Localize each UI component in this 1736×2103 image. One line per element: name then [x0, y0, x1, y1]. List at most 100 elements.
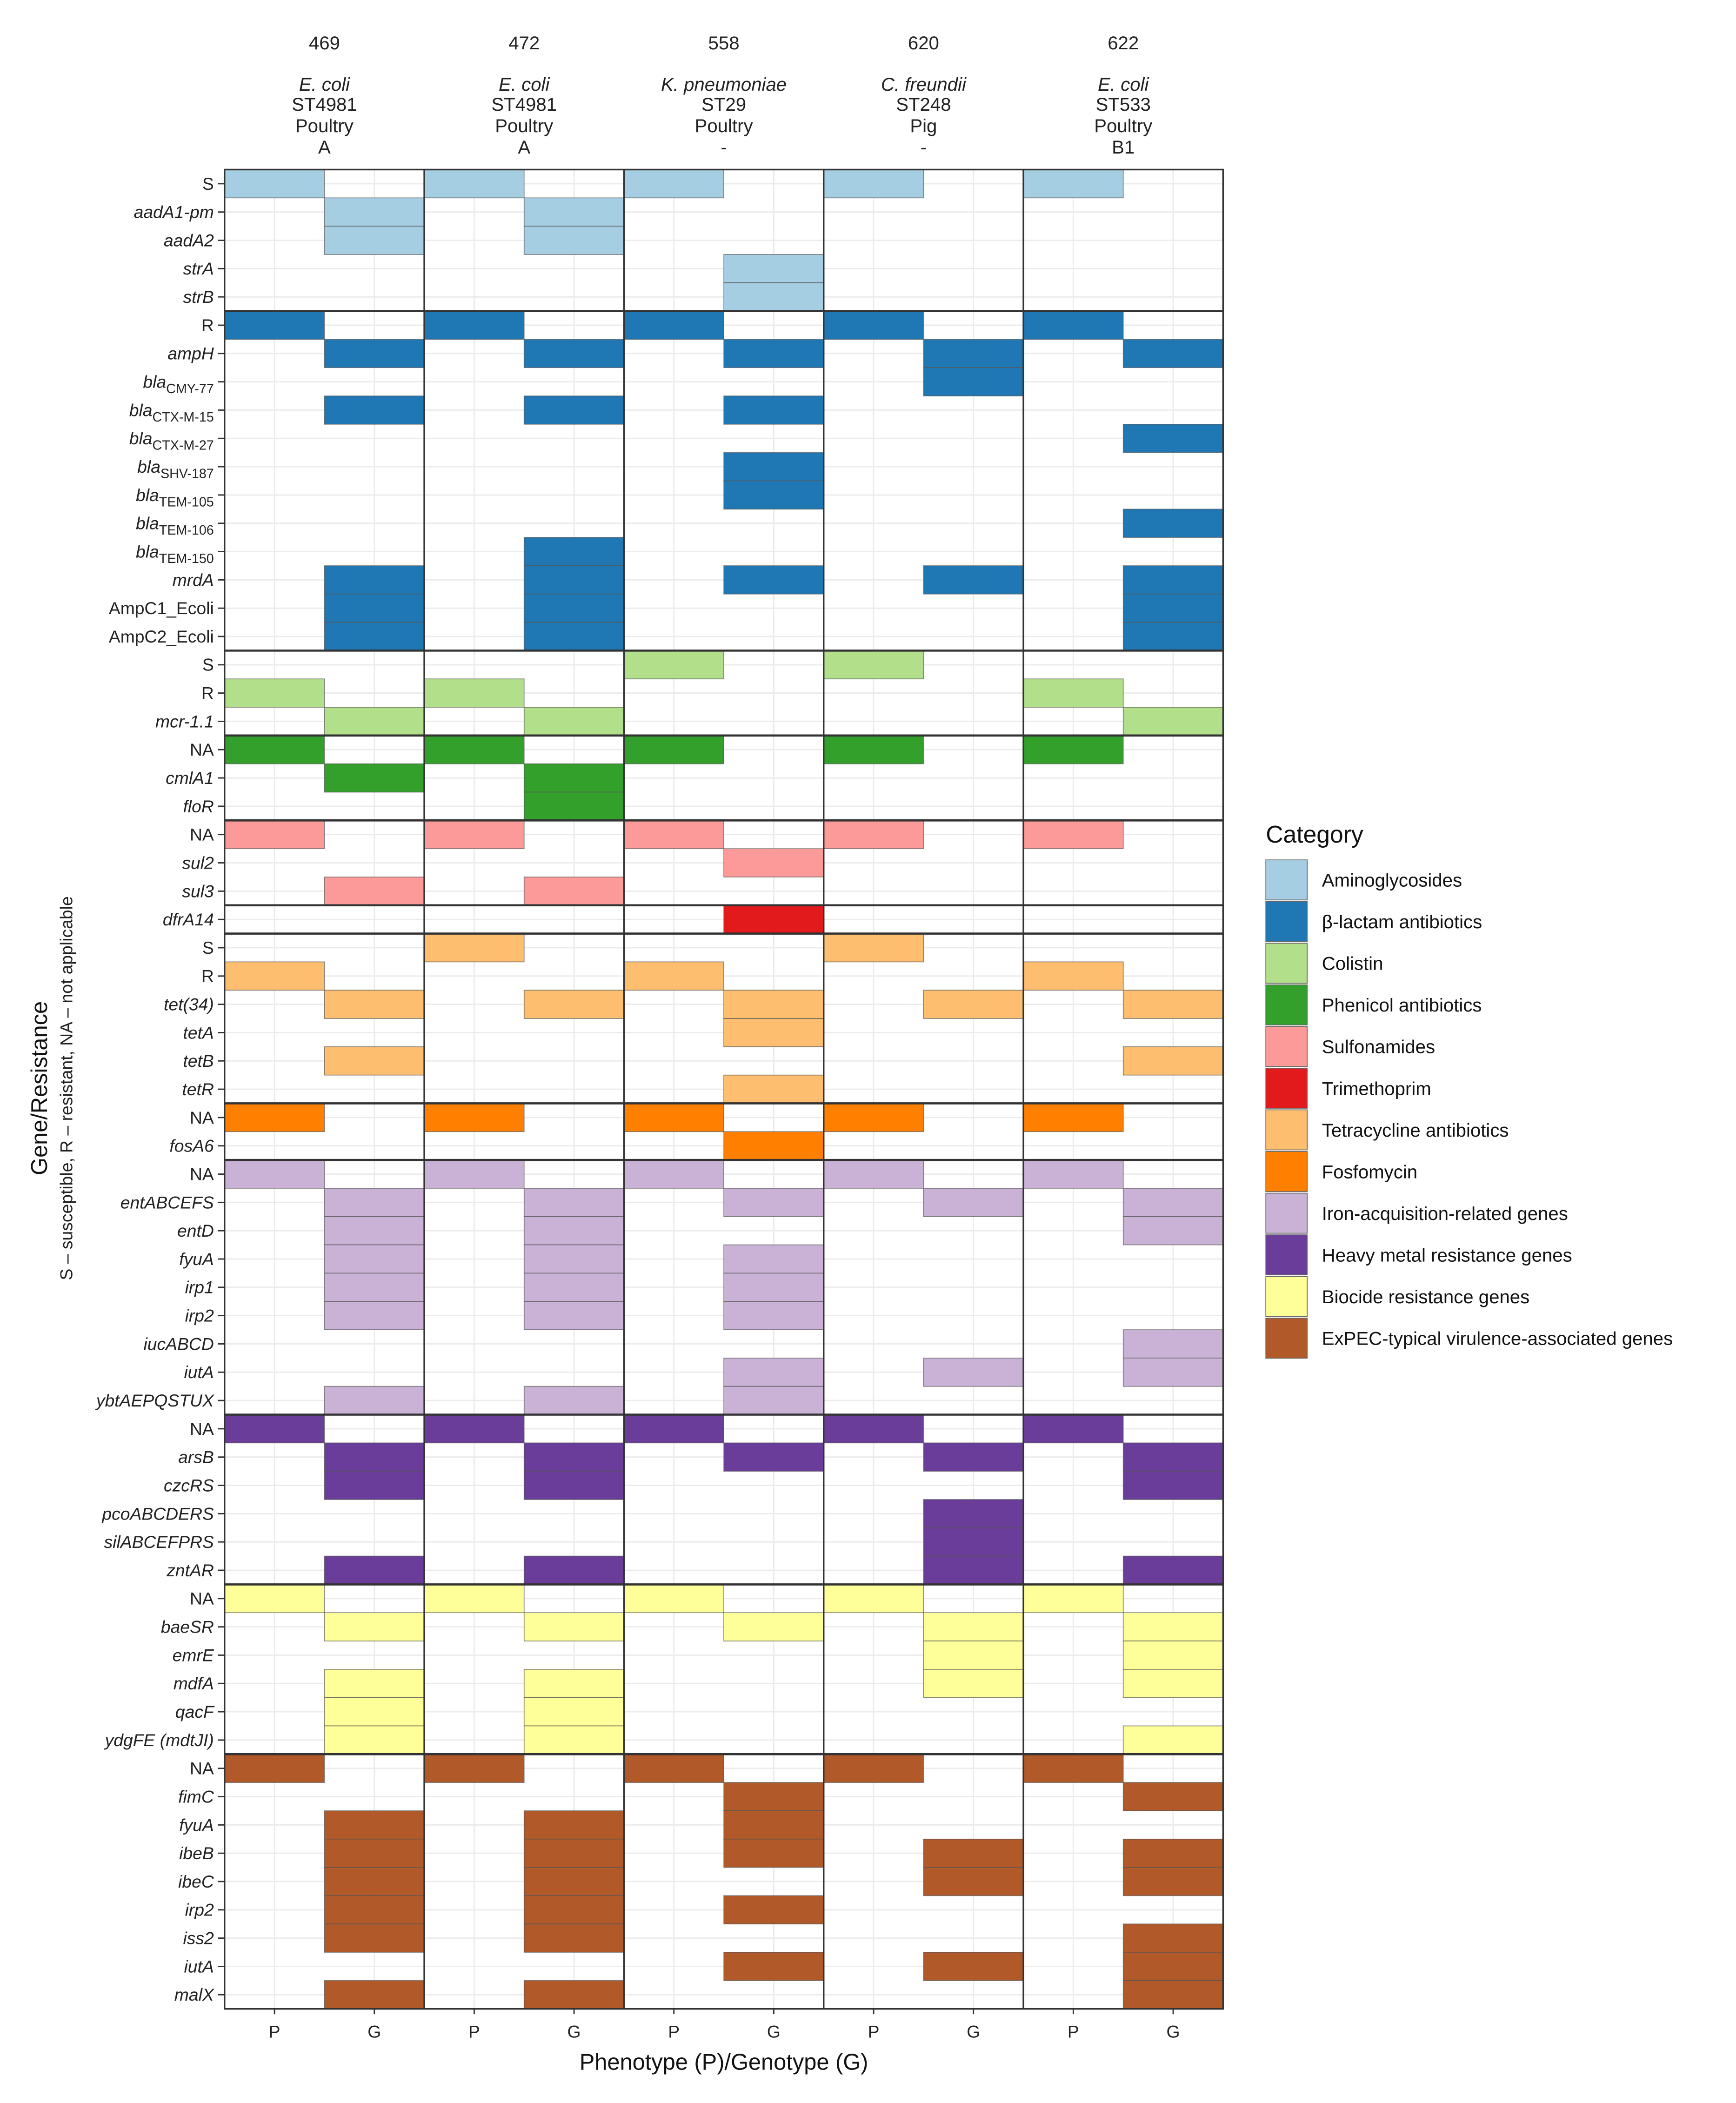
heatmap-cell-g: [324, 1442, 425, 1472]
heatmap-cell-g: [923, 1952, 1024, 1981]
heatmap-cell-p: [424, 1103, 525, 1132]
heatmap-cell-g: [1122, 1952, 1224, 1981]
heatmap-cell-g: [523, 226, 625, 255]
legend: Category Aminoglycosides β-lactam antibio…: [1265, 821, 1673, 1359]
heatmap-cell-p: [1023, 735, 1124, 764]
legend-key: [1265, 1151, 1308, 1192]
heatmap-cell-g: [1122, 1641, 1224, 1670]
y-tick-label: S: [202, 938, 214, 958]
heatmap-cell-g: [523, 877, 625, 906]
heatmap-cell-p: [1023, 961, 1124, 991]
y-tick-label: arsB: [178, 1447, 214, 1467]
heatmap-cell-g: [523, 1923, 625, 1953]
y-tick-label: R: [201, 966, 214, 986]
heatmap-cell-g: [523, 1442, 625, 1472]
y-tick-label: dfrA14: [163, 910, 214, 929]
heatmap-cell-g: [923, 990, 1024, 1019]
heatmap-cell-p: [1023, 169, 1124, 199]
heatmap-cell-g: [1122, 1471, 1224, 1500]
heatmap-cell-g: [324, 1838, 425, 1868]
heatmap-cell-g: [324, 593, 425, 623]
y-tick-label: iucABCD: [143, 1334, 214, 1353]
heatmap-cell-p: [823, 1584, 924, 1614]
heatmap-cell-p: [623, 650, 724, 680]
heatmap-cell-g: [523, 1244, 625, 1274]
heatmap-cell-g: [923, 565, 1024, 595]
heatmap-cell-g: [723, 1273, 824, 1302]
heatmap-cell-p: [823, 735, 924, 764]
y-tick-label: tetR: [182, 1079, 214, 1099]
heatmap-cell-g: [324, 990, 425, 1019]
heatmap-cell-g: [1122, 1612, 1224, 1641]
heatmap-cell-g: [324, 1867, 425, 1896]
heatmap-cell-g: [1122, 990, 1224, 1019]
heatmap-cell-g: [923, 367, 1024, 396]
y-tick-label: AmpC2_Ecoli: [109, 627, 214, 646]
x-tick-label: G: [967, 2022, 980, 2041]
heatmap-cell-g: [1122, 1188, 1224, 1217]
legend-label: Iron-acquisition-related genes: [1322, 1203, 1568, 1224]
heatmap-cell-p: [623, 169, 724, 199]
y-tick-label: fosA6: [169, 1136, 214, 1156]
y-tick-label: blaSHV-187: [137, 457, 214, 481]
y-tick-label: emrE: [173, 1645, 214, 1665]
heatmap-cell-g: [923, 1442, 1024, 1472]
heatmap-cell-g: [523, 1555, 625, 1585]
sequence-type: ST4981: [491, 94, 557, 115]
heatmap-cell-p: [424, 1414, 525, 1444]
y-tick-label: ampH: [167, 344, 214, 363]
heatmap-cell-p: [424, 735, 525, 764]
heatmap-cell-g: [523, 537, 625, 566]
heatmap-cell-g: [523, 1838, 625, 1868]
y-tick-label: R: [201, 315, 214, 335]
legend-key: [1265, 859, 1308, 901]
y-tick-label: aadA2: [164, 230, 214, 250]
heatmap-cell-g: [923, 1188, 1024, 1217]
x-tick-label: G: [1167, 2022, 1180, 2041]
legend-label: Heavy metal resistance genes: [1322, 1245, 1572, 1266]
heatmap-cell-p: [1023, 1159, 1124, 1189]
heatmap-cell-p: [224, 1414, 325, 1444]
heatmap-cell-p: [224, 1103, 325, 1132]
heatmap-cell-g: [324, 763, 425, 793]
heatmap-cell-g: [723, 1244, 824, 1274]
heatmap-cell-g: [1122, 1725, 1224, 1755]
heatmap-cell-g: [723, 1612, 824, 1641]
y-tick-label: R: [201, 683, 214, 703]
sequence-type: ST4981: [292, 94, 357, 115]
heatmap-cell-g: [523, 990, 625, 1019]
heatmap-cell-g: [324, 1895, 425, 1925]
heatmap-cell-p: [623, 1754, 724, 1783]
heatmap-cell-p: [224, 1754, 325, 1783]
heatmap-cell-g: [324, 1301, 425, 1330]
y-tick-label: pcoABCDERS: [101, 1504, 214, 1523]
heatmap-cell-g: [324, 622, 425, 651]
heatmap-cell-p: [1023, 1754, 1124, 1783]
heatmap-cell-p: [224, 961, 325, 991]
y-tick-label: ydgFE (mdtJI): [104, 1730, 214, 1750]
heatmap-cell-g: [723, 1188, 824, 1217]
y-tick-label: silABCEFPRS: [104, 1532, 214, 1552]
heatmap-cell-g: [1122, 1329, 1224, 1359]
y-tick-label: entABCEFS: [120, 1192, 214, 1212]
legend-label: Sulfonamides: [1322, 1037, 1435, 1058]
phylogroup: -: [721, 137, 727, 158]
y-tick-label: NA: [190, 1164, 214, 1184]
heatmap-cell-g: [523, 197, 625, 227]
y-tick-label: iutA: [184, 1362, 214, 1382]
y-tick-label: strA: [183, 259, 214, 278]
heatmap-cell-g: [523, 791, 625, 821]
heatmap-cell-g: [324, 877, 425, 906]
sequence-type: ST533: [1096, 94, 1151, 115]
heatmap-cell-g: [1122, 1867, 1224, 1896]
heatmap-cell-p: [424, 1584, 525, 1614]
phylogroup: -: [921, 137, 927, 158]
y-tick-label: NA: [190, 1108, 214, 1127]
source: Pig: [910, 115, 937, 136]
heatmap-cell-g: [723, 1952, 824, 1981]
y-tick-label: ibeB: [179, 1843, 214, 1863]
heatmap-cell-p: [823, 1754, 924, 1783]
heatmap-cell-g: [923, 1838, 1024, 1868]
heatmap-cell-g: [923, 1641, 1024, 1670]
